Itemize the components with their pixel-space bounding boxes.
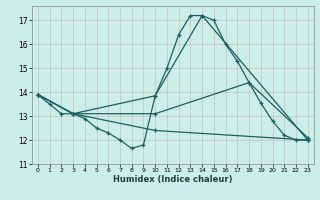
X-axis label: Humidex (Indice chaleur): Humidex (Indice chaleur) [113, 175, 233, 184]
